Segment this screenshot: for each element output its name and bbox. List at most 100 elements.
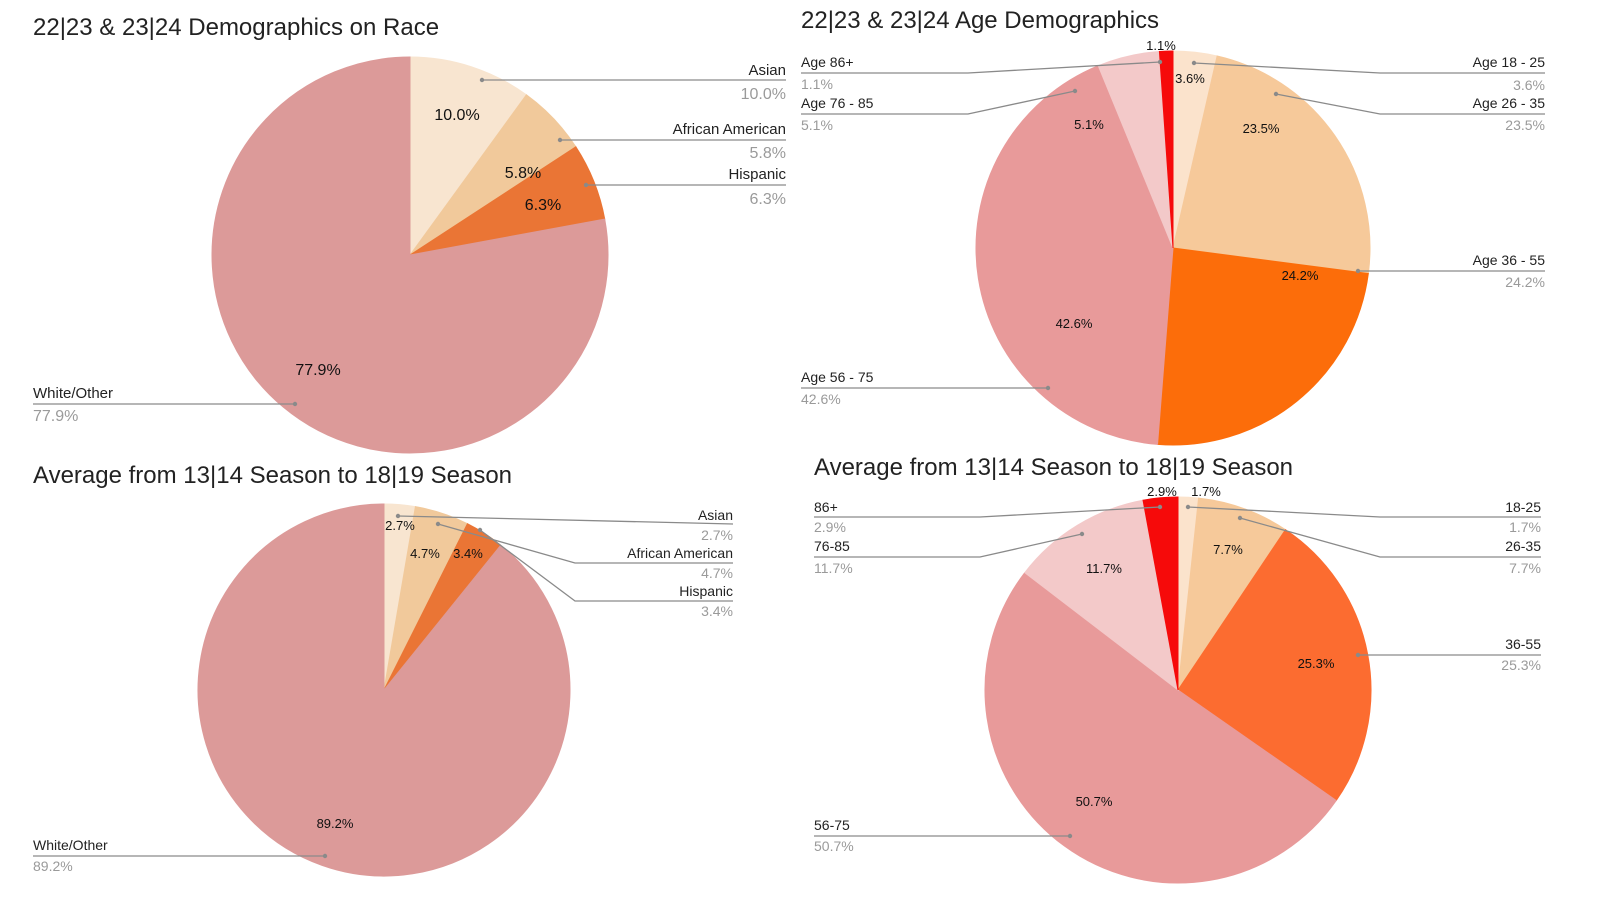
pie-slice xyxy=(211,56,609,454)
legend-label: 86+ xyxy=(814,499,838,515)
legend-value: 2.9% xyxy=(814,519,846,535)
data-label: 23.5% xyxy=(1243,121,1280,136)
legend-label: Hispanic xyxy=(679,583,733,599)
legend-label: Age 26 - 35 xyxy=(1473,95,1546,111)
leader-line xyxy=(801,90,1076,115)
data-label: 7.7% xyxy=(1213,542,1243,557)
legend-value: 2.7% xyxy=(701,527,733,543)
pie-slice xyxy=(1157,247,1369,446)
leader-dot xyxy=(557,137,563,143)
leader-dot xyxy=(1237,515,1243,521)
legend-value: 3.6% xyxy=(1513,77,1545,93)
leader-dot xyxy=(292,401,298,407)
data-label: 25.3% xyxy=(1298,656,1335,671)
data-label: 11.7% xyxy=(1086,561,1122,576)
pie-slice xyxy=(984,571,1337,884)
legend-value: 23.5% xyxy=(1505,117,1545,133)
leader-dot xyxy=(322,853,328,859)
data-label: 89.2% xyxy=(317,816,354,831)
chart-title: Average from 13|14 Season to 18|19 Seaso… xyxy=(33,462,512,489)
data-label: 50.7% xyxy=(1076,794,1113,809)
legend-label: Hispanic xyxy=(728,166,786,183)
pie-chart-4: Average from 13|14 Season to 18|19 Seaso… xyxy=(814,454,1541,884)
leader-dot xyxy=(1191,60,1197,66)
data-label: 4.7% xyxy=(410,546,440,561)
pie-slice xyxy=(197,503,571,877)
leader-dot xyxy=(1273,91,1279,97)
legend-value: 42.6% xyxy=(801,391,841,407)
data-label: 10.0% xyxy=(434,107,479,124)
data-label: 24.2% xyxy=(1282,268,1319,283)
data-label: 77.9% xyxy=(295,362,340,379)
pie-slice xyxy=(1177,497,1287,691)
data-label: 42.6% xyxy=(1056,316,1093,331)
legend-value: 4.7% xyxy=(701,565,733,581)
leader-dot xyxy=(1185,504,1191,510)
leader-dot xyxy=(1157,59,1163,65)
pie-slice xyxy=(975,65,1174,445)
data-label: 3.4% xyxy=(453,546,483,561)
data-label: 2.9% xyxy=(1147,484,1177,499)
leader-dot xyxy=(435,521,441,527)
legend-label: 26-35 xyxy=(1505,538,1541,554)
legend-label: Age 18 - 25 xyxy=(1473,54,1546,70)
pie-slice xyxy=(1158,50,1174,249)
leader-dot xyxy=(1079,531,1085,537)
leader-dot xyxy=(583,182,589,188)
legend-label: 56-75 xyxy=(814,817,850,833)
leader-dot xyxy=(1067,833,1073,839)
pie-chart-3: Average from 13|14 Season to 18|19 Seaso… xyxy=(33,462,734,877)
leader-line xyxy=(479,529,733,602)
legend-label: White/Other xyxy=(33,837,108,853)
pie-slice xyxy=(1142,496,1179,691)
leader-dot xyxy=(1355,652,1361,658)
chart-title: 22|23 & 23|24 Age Demographics xyxy=(801,7,1159,34)
legend-value: 7.7% xyxy=(1509,560,1541,576)
data-label: 3.6% xyxy=(1175,71,1205,86)
legend-label: 18-25 xyxy=(1505,499,1541,515)
leader-dot xyxy=(479,77,485,83)
legend-label: Age 36 - 55 xyxy=(1473,252,1546,268)
chart-title: 22|23 & 23|24 Demographics on Race xyxy=(33,14,439,41)
legend-label: 76-85 xyxy=(814,538,850,554)
leader-line xyxy=(814,533,1083,558)
legend-label: Age 76 - 85 xyxy=(801,95,874,111)
leader-dot xyxy=(1072,88,1078,94)
leader-line xyxy=(801,61,1161,74)
legend-value: 5.8% xyxy=(750,145,786,162)
leader-line xyxy=(1187,506,1541,518)
data-label: 6.3% xyxy=(525,197,561,214)
leader-line xyxy=(1275,93,1545,115)
legend-value: 1.1% xyxy=(801,76,833,92)
legend-value: 77.9% xyxy=(33,408,78,425)
leader-dot xyxy=(395,513,401,519)
data-label: 1.1% xyxy=(1146,38,1176,53)
legend-value: 24.2% xyxy=(1505,274,1545,290)
leader-dot xyxy=(1045,385,1051,391)
legend-value: 11.7% xyxy=(814,560,853,576)
pie-chart-1: 22|23 & 23|24 Demographics on Race 10.0% A… xyxy=(33,14,786,454)
legend-value: 5.1% xyxy=(801,117,833,133)
data-label: 1.7% xyxy=(1191,484,1221,499)
leader-line xyxy=(397,515,734,525)
legend-label: Asian xyxy=(748,62,786,79)
legend-label: Age 86+ xyxy=(801,54,854,70)
leader-line xyxy=(437,523,733,564)
legend-label: Asian xyxy=(698,507,733,523)
legend-value: 50.7% xyxy=(814,838,854,854)
leader-line xyxy=(814,506,1161,518)
legend-value: 10.0% xyxy=(741,86,786,103)
data-label: 5.1% xyxy=(1074,117,1104,132)
data-label: 5.8% xyxy=(505,165,541,182)
legend-label: African American xyxy=(673,121,786,138)
leader-dot xyxy=(477,527,483,533)
pie-chart-2: 22|23 & 23|24 Age Demographics 3.6% Age 18… xyxy=(801,7,1546,446)
legend-label: African American xyxy=(627,545,733,561)
pie-slice xyxy=(409,56,528,257)
leader-line xyxy=(1239,517,1541,558)
legend-value: 25.3% xyxy=(1501,657,1541,673)
legend-label: 36-55 xyxy=(1505,636,1541,652)
leader-dot xyxy=(1355,268,1361,274)
pie-slice xyxy=(1024,499,1179,692)
